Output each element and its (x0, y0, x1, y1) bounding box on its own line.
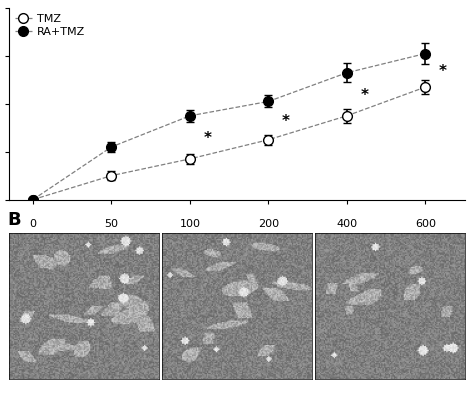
Text: 100: 100 (180, 219, 201, 229)
Text: *: * (282, 114, 290, 129)
Text: 4: 4 (108, 236, 115, 246)
Text: *: * (203, 131, 211, 146)
Text: 0: 0 (29, 219, 36, 229)
Text: B: B (7, 211, 21, 229)
Text: 20: 20 (418, 236, 432, 246)
Text: 200: 200 (258, 219, 279, 229)
Text: 600: 600 (415, 219, 436, 229)
Text: 8: 8 (265, 236, 272, 246)
Text: 6: 6 (186, 236, 193, 246)
Text: *: * (360, 88, 368, 103)
Text: 10: 10 (340, 236, 354, 246)
Text: *: * (438, 64, 447, 79)
Text: 400: 400 (336, 219, 357, 229)
Text: 50: 50 (104, 219, 118, 229)
Legend: TMZ, RA+TMZ: TMZ, RA+TMZ (15, 14, 85, 37)
Text: 0: 0 (29, 236, 36, 246)
